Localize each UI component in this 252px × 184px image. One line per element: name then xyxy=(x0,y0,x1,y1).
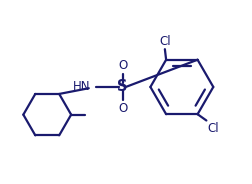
Text: HN: HN xyxy=(72,80,90,93)
Text: O: O xyxy=(118,102,127,115)
Text: Cl: Cl xyxy=(159,35,170,48)
Text: Cl: Cl xyxy=(207,122,218,135)
Text: S: S xyxy=(117,79,128,94)
Text: O: O xyxy=(118,59,127,72)
